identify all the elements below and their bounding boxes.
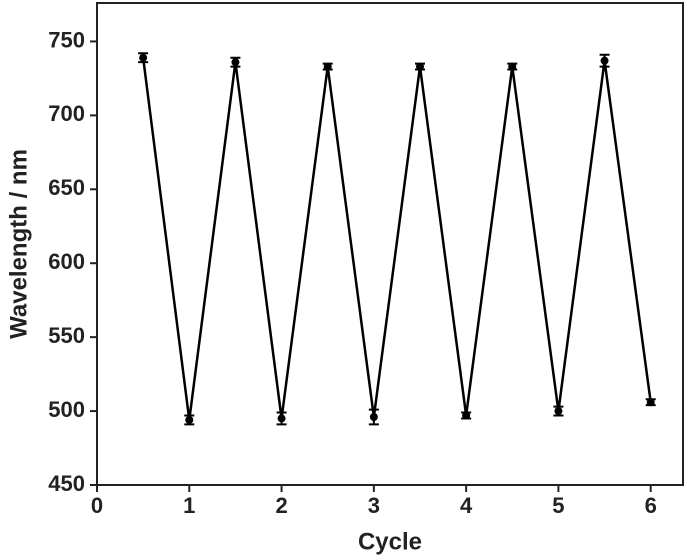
data-point [646,398,655,407]
x-axis-title: Cycle [358,528,422,555]
data-point [139,53,148,62]
plot-frame [96,2,684,486]
x-tick-label: 5 [552,493,564,518]
y-axis-title: Wavelength / nm [5,149,32,339]
data-point [600,56,609,65]
x-tick-label: 2 [275,493,287,518]
x-tick-label: 6 [645,493,657,518]
data-point [508,62,517,71]
y-tick-label: 750 [48,27,85,52]
x-tick-label: 3 [368,493,380,518]
data-point [415,62,424,71]
x-tick-label: 1 [183,493,195,518]
data-point [369,412,378,421]
y-tick-label: 450 [48,471,85,496]
y-tick-label: 700 [48,101,85,126]
data-point [185,415,194,424]
x-tick-label: 0 [91,493,103,518]
y-tick-label: 500 [48,397,85,422]
data-point [323,62,332,71]
y-tick-label: 600 [48,249,85,274]
series-line [141,57,652,421]
x-tick-label: 4 [460,493,473,518]
data-point [231,58,240,67]
data-point [277,414,286,423]
data-point [554,407,563,416]
y-tick-label: 550 [48,323,85,348]
y-tick-label: 650 [48,175,85,200]
data-point [462,411,471,420]
